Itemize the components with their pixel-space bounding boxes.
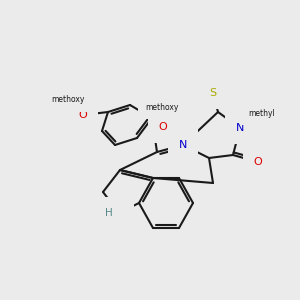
Text: N: N [115,208,123,218]
Text: N: N [179,140,187,150]
Text: O: O [159,122,167,132]
Text: S: S [209,88,217,98]
Text: H: H [105,208,112,218]
Text: O: O [254,157,262,167]
Text: O: O [79,110,87,120]
Text: N: N [236,123,244,133]
Text: methyl: methyl [249,109,275,118]
Text: methoxy: methoxy [145,103,179,112]
Text: methoxy: methoxy [51,95,85,104]
